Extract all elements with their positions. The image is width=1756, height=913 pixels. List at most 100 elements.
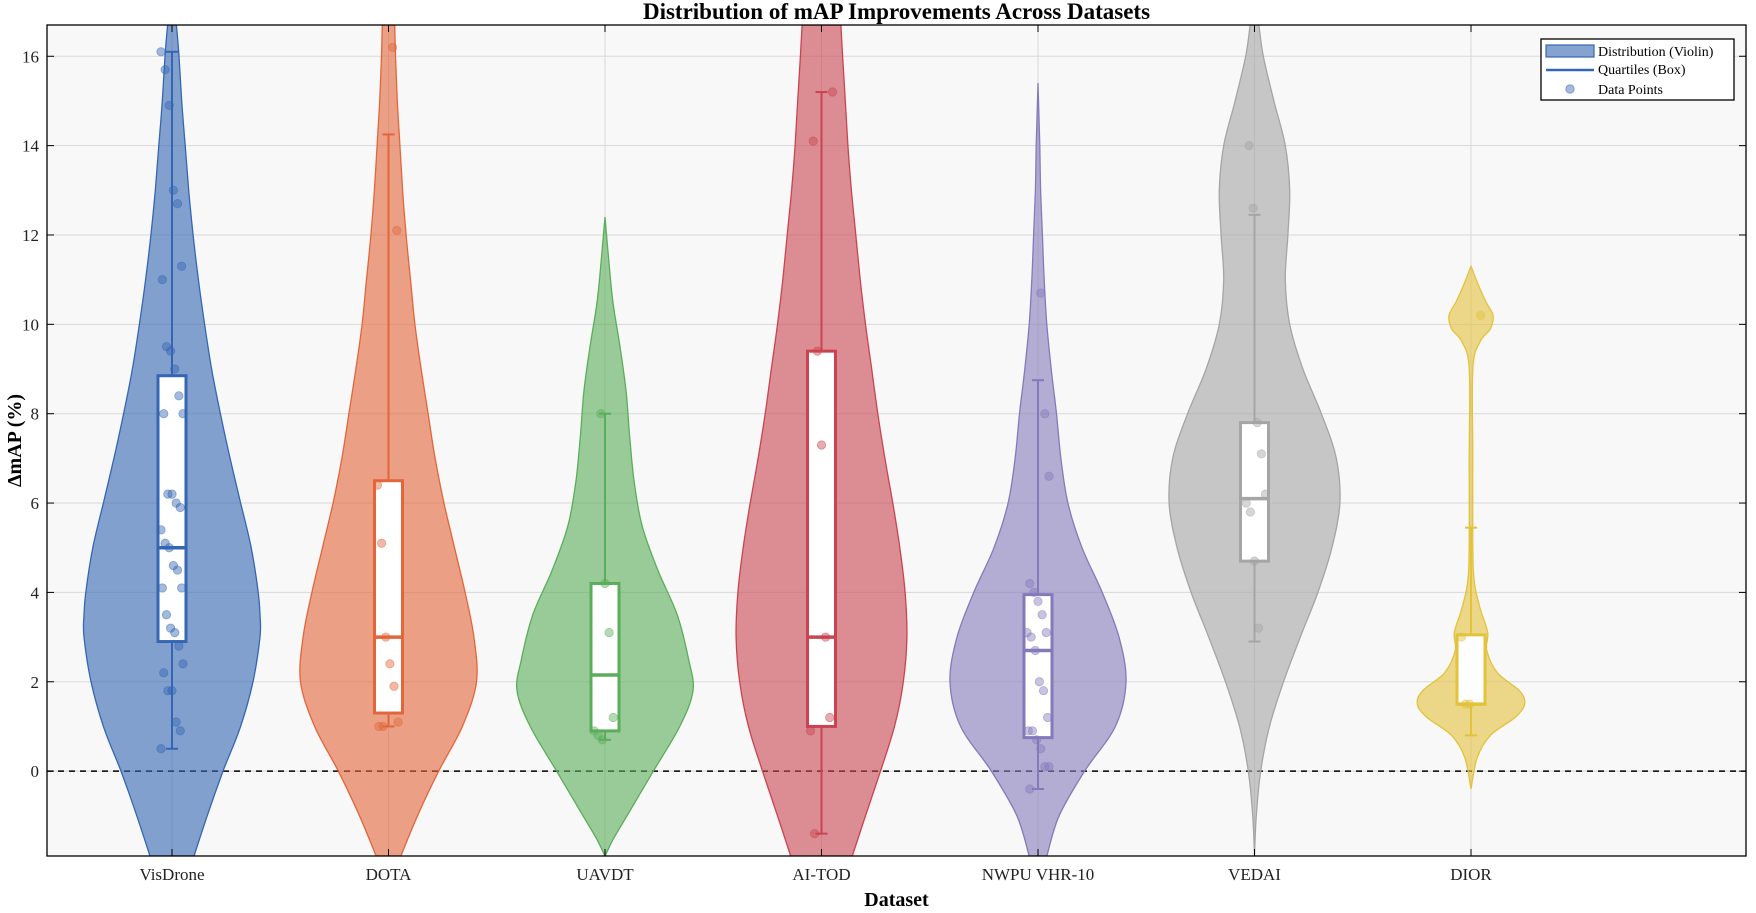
data-point [1248,203,1258,213]
y-tick-label: 6 [31,494,40,513]
data-point [1037,610,1047,620]
data-point [393,717,403,727]
data-point [175,726,185,736]
data-point [178,659,188,669]
data-point [808,136,818,146]
data-point [1456,632,1466,642]
data-point [608,712,618,723]
x-tick-label: VisDrone [139,865,204,884]
x-tick-label: UAVDT [576,865,634,884]
data-point [172,565,183,575]
data-point [1260,489,1271,499]
data-point [1244,141,1254,151]
quartile-box-1 [373,479,404,715]
data-point [1249,556,1260,566]
x-tick-label: AI-TOD [792,865,850,884]
y-tick-label: 14 [22,137,40,156]
data-point [1036,288,1046,298]
data-point [164,100,174,111]
y-tick-label: 16 [22,47,39,66]
data-point [372,480,383,490]
x-tick-label: VEDAI [1228,865,1281,884]
data-point [157,275,167,285]
data-point [385,659,395,669]
data-point [1041,628,1051,638]
data-point [1030,645,1040,656]
data-point [381,632,391,642]
data-point [1026,632,1036,642]
x-tick-label: DOTA [366,865,413,884]
data-point [816,440,827,450]
data-point [157,583,167,593]
data-point [164,543,174,553]
data-point [1245,507,1255,517]
data-point [168,185,178,195]
data-points [156,42,1486,839]
data-point [805,726,816,736]
y-tick-label: 0 [31,762,40,781]
x-axis-title: Dataset [864,889,929,911]
data-point [821,632,831,642]
data-point [161,610,172,620]
x-tick-label: DIOR [1450,865,1492,884]
data-point [1032,735,1042,745]
y-tick-label: 12 [22,226,39,245]
quartile-box-2 [589,581,621,733]
quartile-box-5 [1239,421,1270,563]
data-point [604,628,614,638]
data-point [175,502,185,513]
quartile-box-0 [156,374,188,644]
data-point [172,199,183,209]
data-point [1038,686,1049,696]
data-point [810,829,820,839]
y-tick-label: 8 [31,405,40,424]
data-point [1465,699,1475,709]
data-point [600,578,610,589]
data-point [1252,418,1262,428]
quartile-box-4 [1022,593,1054,740]
data-point [1256,449,1266,459]
y-axis-ticks: 0 2 4 6 8 10 12 14 16 [22,47,1746,781]
legend-label-points: Data Points [1598,83,1663,98]
data-point [812,346,822,356]
data-point [1027,726,1038,736]
data-point [159,409,169,419]
data-point [377,538,387,548]
data-point [167,489,177,499]
y-axis-title: ΔmAP (%) [4,394,26,487]
data-point [597,735,607,745]
legend-violin-swatch [1545,44,1595,58]
data-point [166,346,176,356]
data-point [1036,744,1046,754]
data-point [170,628,180,638]
chart-title: Distribution of mAP Improvements Across … [643,0,1150,24]
data-point [156,47,166,57]
data-point [160,65,170,75]
data-point [178,409,188,419]
legend-point-swatch [1565,84,1575,94]
data-point [388,42,398,52]
data-point [177,583,187,593]
data-point [170,364,180,374]
data-point [174,391,184,401]
plot-frame [46,24,1747,857]
data-point [378,721,388,732]
data-point [1044,471,1054,481]
data-point [1043,712,1053,723]
data-point [596,409,606,419]
data-point [1025,578,1035,589]
data-point [825,712,835,723]
legend-label-violin: Distribution (Violin) [1598,45,1714,60]
boxplots [156,50,1487,835]
quartile-box-3 [806,349,837,728]
data-point [156,744,166,754]
data-point [156,525,166,535]
data-point [1029,587,1039,598]
data-point [1241,498,1251,508]
legend: Distribution (Violin) Quartiles (Box) Da… [1540,38,1735,101]
legend-label-box: Quartiles (Box) [1598,63,1686,78]
y-tick-label: 2 [31,673,40,692]
data-point [392,225,402,236]
data-point [1040,409,1050,419]
data-point [1044,762,1054,772]
